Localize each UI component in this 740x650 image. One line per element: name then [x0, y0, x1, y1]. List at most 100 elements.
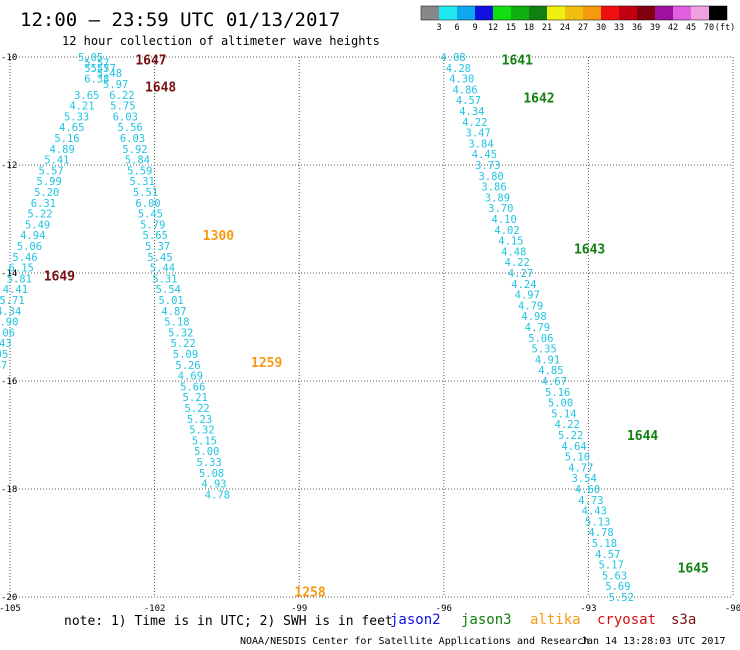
wave-height-value: 4.15 [498, 236, 523, 248]
wave-height-value: 4.24 [511, 279, 536, 291]
scale-label: 39 [650, 23, 660, 33]
wave-height-value: 4.85 [538, 365, 563, 377]
wave-height-value: 4.10 [492, 214, 517, 226]
color-scale: 3 6 9 12 15 18 21 24 27 30 33 36 39 42 45 70 (ft) [420, 5, 735, 33]
time-label: 1259 [251, 356, 282, 371]
y-tick-label: -16 [1, 377, 17, 387]
wave-height-value: 5.46 [12, 252, 37, 264]
wave-height-value: 3.70 [488, 203, 513, 215]
wave-height-value: 5.32 [168, 327, 193, 339]
wave-height-value: 6.03 [120, 133, 145, 145]
wave-height-value: 5.48 [97, 68, 122, 80]
scale-label: 18 [524, 23, 534, 33]
wave-height-value: 3.47 [465, 128, 490, 140]
wave-height-value: 5.21 [183, 392, 208, 404]
wave-height-value: 5.14 [551, 408, 576, 420]
wave-height-value: 5.23 [187, 414, 212, 426]
time-label: 1642 [523, 92, 554, 107]
wave-height-value: 5.52 [609, 592, 634, 604]
wave-height-value: 5.15 [192, 435, 217, 447]
scale-swatch [673, 6, 691, 20]
wave-height-value: 4.45 [472, 149, 497, 161]
timestamp-text: Jan 14 13:28:03 UTC 2017 [581, 636, 726, 647]
wave-height-value: 5.54 [156, 284, 181, 296]
wave-height-value: 3.65 [74, 90, 99, 102]
scale-label: 36 [632, 23, 642, 33]
wave-height-value: 4.28 [446, 63, 471, 75]
wave-height-value: 5.06 [528, 333, 553, 345]
wave-height-value: 4.65 [59, 122, 84, 134]
scale-unit: (ft) [715, 23, 735, 33]
time-label: 1647 [135, 54, 166, 69]
wave-height-values: 5.055.575.575.486.385.973.654.215.334.65… [0, 52, 634, 604]
wave-height-value: 4.77 [568, 462, 593, 474]
wave-height-value: 5.33 [197, 457, 222, 469]
wave-height-value: 4.27 [508, 268, 533, 280]
wave-height-value: 4.41 [3, 284, 28, 296]
scale-label: 15 [506, 23, 516, 33]
wave-height-value: 5.16 [545, 387, 570, 399]
wave-height-value: 5.22 [558, 430, 583, 442]
scale-swatch [547, 6, 565, 20]
scale-swatch [655, 6, 673, 20]
time-label: 1644 [627, 429, 658, 444]
wave-height-value: 5.32 [189, 425, 214, 437]
scale-label: 30 [596, 23, 606, 33]
wave-height-value: 5.71 [0, 295, 25, 307]
wave-height-value: 5.41 [44, 155, 69, 167]
scale-label: 42 [668, 23, 678, 33]
wave-height-value: 5.79 [140, 219, 165, 231]
wave-height-value: 4.34 [459, 106, 484, 118]
wave-height-value: 5.35 [532, 344, 557, 356]
wave-height-value: 5.84 [125, 155, 150, 167]
wave-height-value: 3.73 [475, 160, 500, 172]
wave-height-value: 4.87 [161, 306, 186, 318]
scale-swatch [439, 6, 457, 20]
y-tick-label: -20 [1, 593, 17, 603]
scale-swatch [619, 6, 637, 20]
wave-height-value: 3.84 [468, 138, 493, 150]
wave-height-value: 5.57 [90, 63, 115, 75]
wave-height-value: 5.51 [133, 187, 158, 199]
wave-height-value: 4.30 [449, 74, 474, 86]
wave-height-value: 4.08 [440, 52, 465, 64]
y-tick-label: -10 [1, 53, 17, 63]
wave-height-value: 5.18 [592, 538, 617, 550]
wave-height-value: 5.49 [25, 219, 50, 231]
wave-height-value: 4.22 [505, 257, 530, 269]
wave-height-value: 5.31 [130, 176, 155, 188]
wave-height-value: 4.22 [462, 117, 487, 129]
wave-height-value: 6.22 [109, 90, 134, 102]
wave-height-value: 4.34 [0, 306, 21, 318]
wave-height-value: 6.15 [9, 263, 34, 275]
wave-height-value: 5.08 [199, 468, 224, 480]
scale-swatch [493, 6, 511, 20]
y-tick-label: -12 [1, 161, 17, 171]
scale-label: 3 [436, 23, 441, 33]
wave-height-value: 5.26 [175, 360, 200, 372]
wave-height-value: 5.63 [602, 570, 627, 582]
wave-height-value: 5.43 [0, 338, 12, 350]
wave-height-value: 5.17 [599, 560, 624, 572]
wave-height-value: 4.97 [515, 290, 540, 302]
wave-height-value: 4.60 [575, 484, 600, 496]
scale-swatch [475, 6, 493, 20]
satellite-legend: jason2 jason3 altika cryosat s3a [390, 612, 696, 628]
wave-height-value: 5.01 [158, 295, 183, 307]
time-label: 1648 [145, 81, 176, 96]
x-tick-label: -99 [291, 604, 307, 614]
wave-height-value: 5.57 [84, 63, 109, 75]
scale-label: 45 [686, 23, 696, 33]
wave-height-value: 5.44 [150, 263, 175, 275]
wave-height-value: 5.09 [173, 349, 198, 361]
wave-height-value: 5.18 [164, 317, 189, 329]
wave-height-value: 5.00 [548, 398, 573, 410]
wave-height-value: 3.54 [572, 473, 597, 485]
scale-swatch [565, 6, 583, 20]
scale-swatch [601, 6, 619, 20]
wave-height-value: 5.33 [64, 111, 89, 123]
x-tick-label: -105 [0, 604, 21, 614]
wave-height-value: 3.80 [479, 171, 504, 183]
wave-height-value: 5.92 [122, 144, 147, 156]
wave-height-value: 4.79 [525, 322, 550, 334]
